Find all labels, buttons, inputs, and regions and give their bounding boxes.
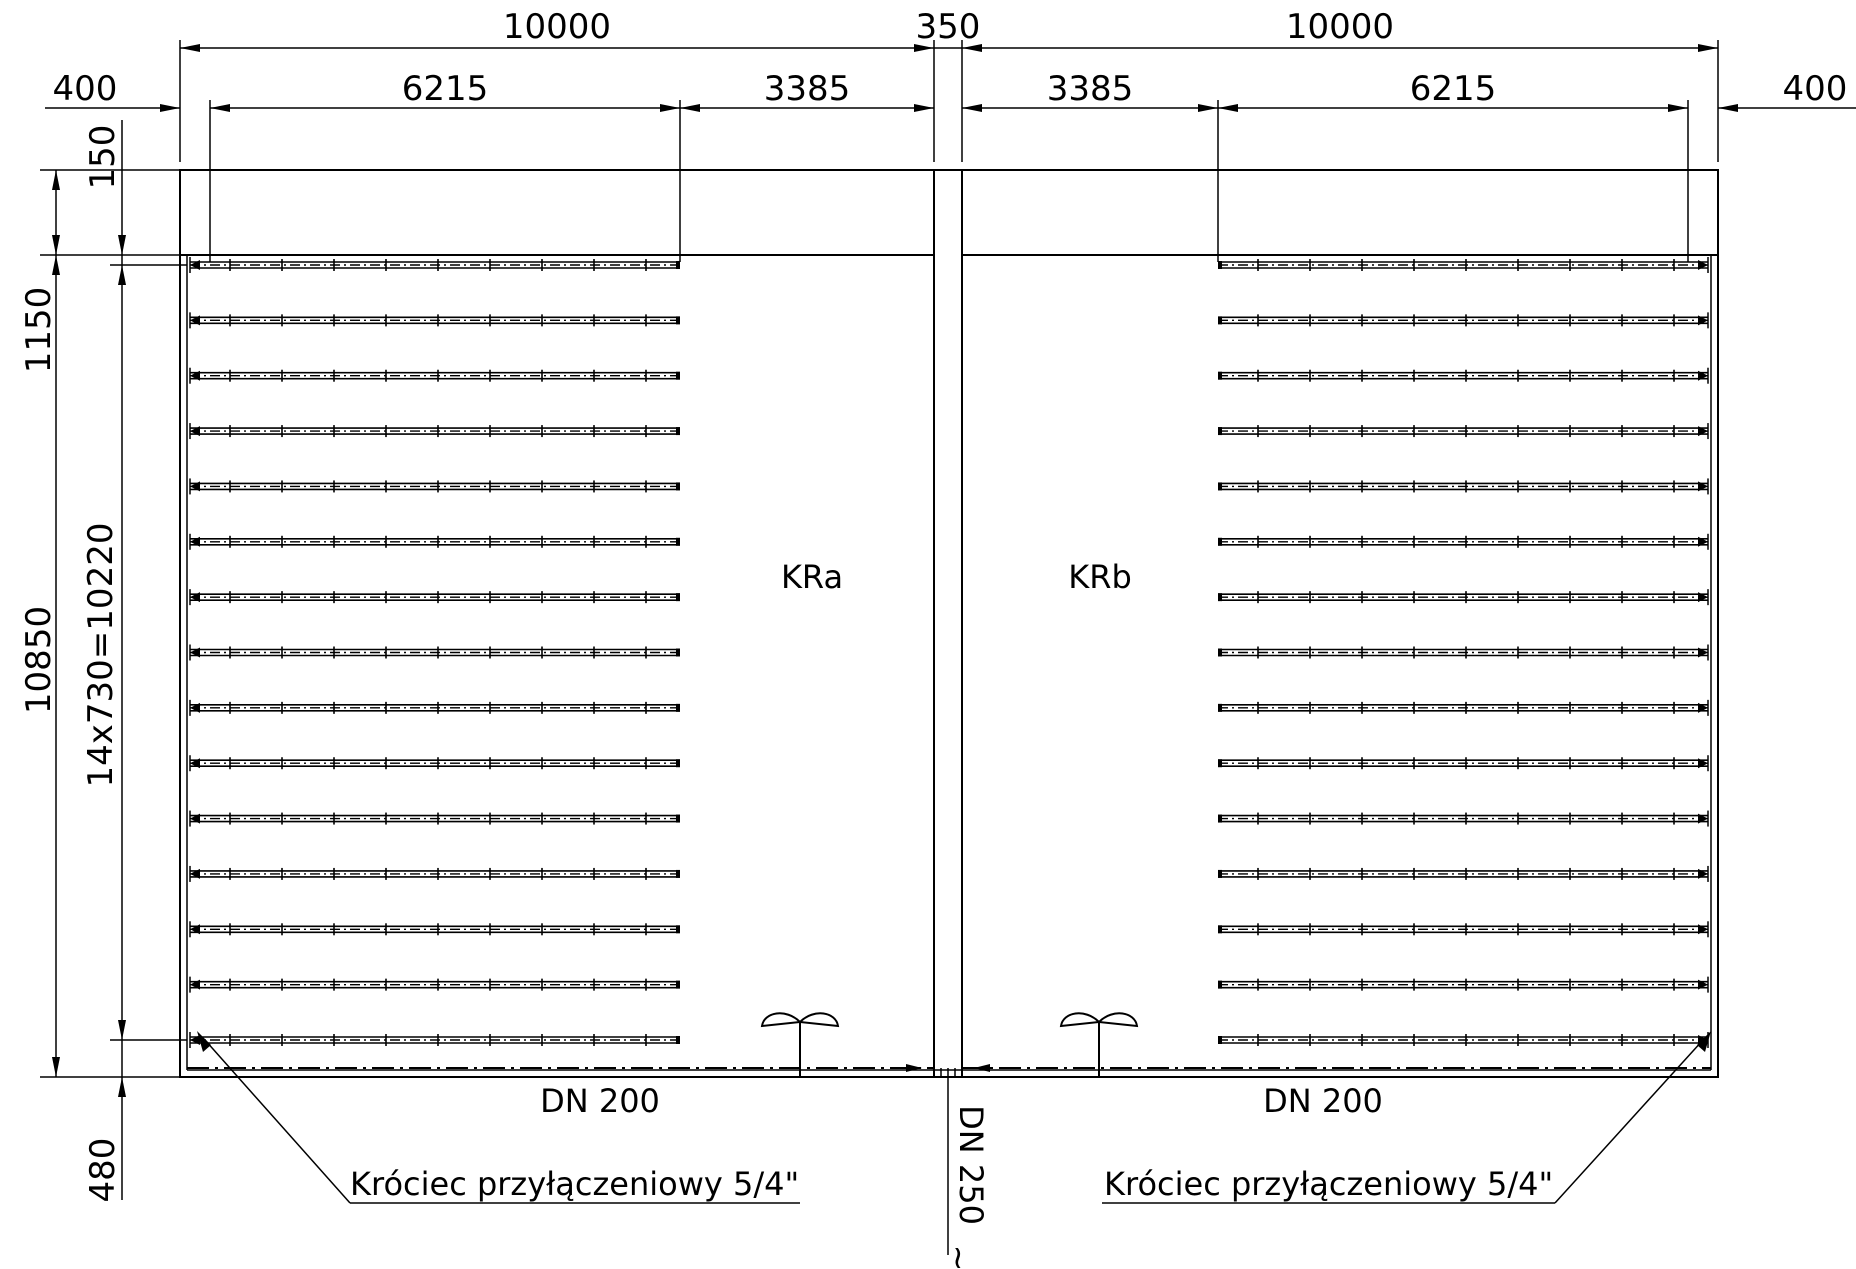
drain-pipe-right	[1218, 367, 1709, 384]
drain-pipe-right	[1218, 257, 1709, 273]
right-main-pipe-label: DN 200	[1263, 1082, 1383, 1120]
top-dimensions: 10000 350 10000 400 6215 3385 3385 6215 …	[45, 7, 1856, 262]
drain-pipe-right	[1218, 533, 1709, 550]
tank-outline	[179, 169, 1719, 1078]
drain-pipe-left	[189, 865, 680, 882]
dim-pipe-spacing: 14x730=10220	[81, 523, 121, 788]
left-connection-leader	[197, 1031, 800, 1204]
drain-pipe-right	[1218, 312, 1709, 329]
dim-top-right-width: 10000	[1286, 7, 1394, 47]
drain-pipe-right	[1218, 644, 1709, 661]
drain-pipe-left	[189, 644, 680, 661]
drain-pipe-left	[189, 478, 680, 495]
drain-pipe-left	[189, 921, 680, 938]
dim-left-gap: 3385	[764, 69, 851, 109]
drain-pipe-right	[1218, 423, 1709, 440]
dim-top-left-width: 10000	[503, 7, 611, 47]
dim-left-margin: 400	[53, 69, 118, 109]
left-dimensions: 150 1150 10850 14x730=10220 480	[19, 120, 187, 1202]
drain-pipe-right	[1218, 865, 1709, 882]
dim-right-margin: 400	[1783, 69, 1848, 109]
drain-pipes	[189, 257, 1709, 1048]
drain-pipe-left	[189, 1032, 680, 1048]
vent-right	[1059, 1012, 1139, 1077]
drain-pipe-right	[1218, 589, 1709, 606]
outlet-continuation-mark: ~	[940, 1245, 978, 1269]
zone-label-left: KRa	[781, 558, 843, 596]
dim-left-pipe-length: 6215	[402, 69, 489, 109]
drain-pipe-right	[1218, 976, 1709, 993]
right-connection-label: Króciec przyłączeniowy 5/4"	[1104, 1165, 1553, 1203]
drain-pipe-left	[189, 312, 680, 329]
drain-pipe-left	[189, 589, 680, 606]
drain-pipe-right	[1218, 699, 1709, 716]
vent-left	[760, 1012, 840, 1077]
dim-top-center-width: 350	[916, 7, 981, 47]
zone-label-right: KRb	[1068, 558, 1132, 596]
left-main-pipe-label: DN 200	[540, 1082, 660, 1120]
drain-pipe-left	[189, 367, 680, 384]
collector-pipes: ~	[187, 1064, 1711, 1269]
dim-total-height: 10850	[19, 606, 59, 714]
dim-right-pipe-length: 6215	[1410, 69, 1497, 109]
dim-top-strip: 150	[83, 125, 123, 190]
drain-pipe-right	[1218, 478, 1709, 495]
drain-pipe-left	[189, 257, 680, 273]
dim-bottom-height: 480	[83, 1138, 123, 1203]
drain-pipe-left	[189, 699, 680, 716]
drain-pipe-left	[189, 533, 680, 550]
drain-pipe-right	[1218, 1032, 1709, 1048]
drain-pipe-right	[1218, 755, 1709, 772]
drain-pipe-right	[1218, 921, 1709, 938]
dim-upper-height: 1150	[19, 287, 59, 374]
drain-pipe-left	[189, 755, 680, 772]
right-connection-leader	[1102, 1031, 1711, 1204]
drain-pipe-left	[189, 810, 680, 827]
drain-pipe-left	[189, 423, 680, 440]
left-connection-label: Króciec przyłączeniowy 5/4"	[350, 1165, 799, 1203]
dim-right-gap: 3385	[1047, 69, 1134, 109]
outlet-pipe-label: DN 250	[952, 1105, 990, 1225]
drain-pipe-right	[1218, 810, 1709, 827]
drain-pipe-left	[189, 976, 680, 993]
